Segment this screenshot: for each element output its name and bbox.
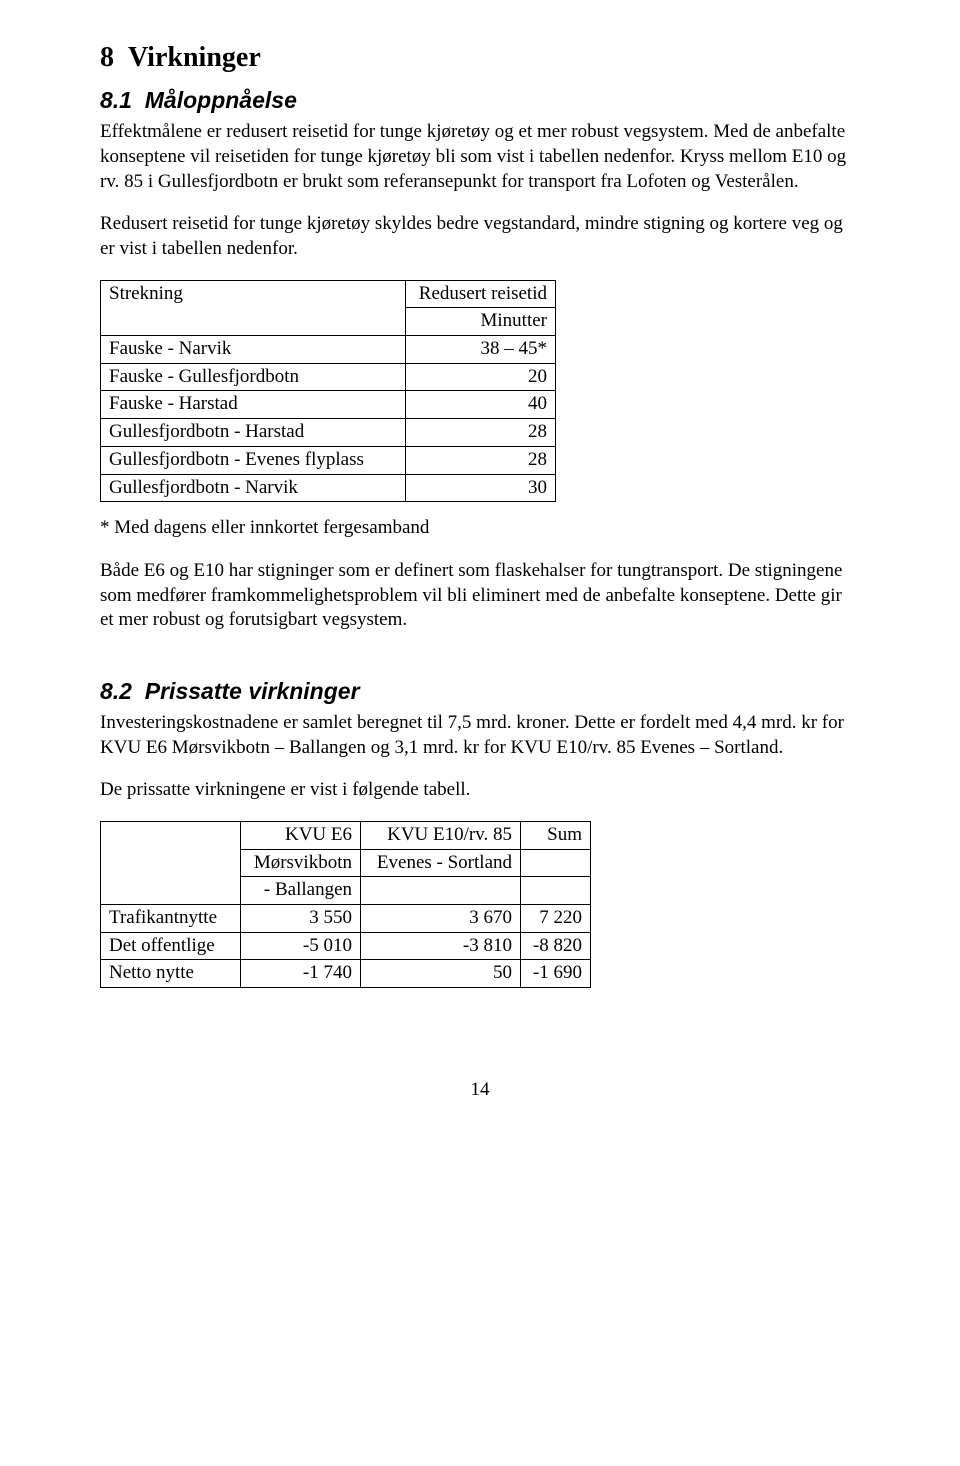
- paragraph-1: Effektmålene er redusert reisetid for tu…: [100, 120, 860, 194]
- t2-head-c2b: Mørsvikbotn: [241, 849, 361, 877]
- subsection-82-num: 8.2: [100, 678, 132, 704]
- t1-cell-b: 38 – 45*: [406, 336, 556, 364]
- t2-cell-a: Trafikantnytte: [101, 904, 241, 932]
- table-row: Netto nytte -1 740 50 -1 690: [101, 960, 591, 988]
- paragraph-4: Investeringskostnadene er samlet beregne…: [100, 711, 860, 760]
- t1-cell-b: 30: [406, 474, 556, 502]
- t2-cell-b: 3 550: [241, 904, 361, 932]
- t1-cell-b: 40: [406, 391, 556, 419]
- t2-head-empty: [361, 877, 521, 905]
- table1-footnote: * Med dagens eller innkortet fergesamban…: [100, 516, 860, 541]
- t2-head-c2c: - Ballangen: [241, 877, 361, 905]
- t2-cell-d: -8 820: [521, 932, 591, 960]
- section-heading: 8 Virkninger: [100, 40, 860, 76]
- t2-cell-c: 3 670: [361, 904, 521, 932]
- t1-cell-a: Fauske - Gullesfjordbotn: [101, 363, 406, 391]
- subsection-81-num: 8.1: [100, 87, 132, 113]
- t2-head-c3b: Evenes - Sortland: [361, 849, 521, 877]
- cost-table: KVU E6 KVU E10/rv. 85 Sum Mørsvikbotn Ev…: [100, 821, 591, 988]
- table-row: Fauske - Narvik38 – 45*: [101, 336, 556, 364]
- paragraph-5: De prissatte virkningene er vist i følge…: [100, 778, 860, 803]
- t2-head-c2a: KVU E6: [241, 821, 361, 849]
- t1-head-strekning: Strekning: [101, 280, 406, 335]
- table-row: Gullesfjordbotn - Evenes flyplass28: [101, 446, 556, 474]
- t2-head-empty: [521, 877, 591, 905]
- t1-cell-a: Gullesfjordbotn - Evenes flyplass: [101, 446, 406, 474]
- section-number: 8: [100, 42, 114, 73]
- t1-cell-b: 28: [406, 446, 556, 474]
- section-title: Virkninger: [128, 42, 261, 73]
- t2-cell-c: 50: [361, 960, 521, 988]
- table-row: Gullesfjordbotn - Harstad28: [101, 419, 556, 447]
- t2-head-c3a: KVU E10/rv. 85: [361, 821, 521, 849]
- t1-head-minutter: Minutter: [406, 308, 556, 336]
- table-row: Det offentlige -5 010 -3 810 -8 820: [101, 932, 591, 960]
- t2-head-c4: Sum: [521, 821, 591, 849]
- subsection-81-heading: 8.1 Måloppnåelse: [100, 86, 860, 116]
- t2-cell-a: Netto nytte: [101, 960, 241, 988]
- subsection-81-title: Måloppnåelse: [145, 87, 297, 113]
- t2-cell-d: -1 690: [521, 960, 591, 988]
- t1-cell-a: Fauske - Harstad: [101, 391, 406, 419]
- page-number: 14: [100, 1078, 860, 1103]
- subsection-82-heading: 8.2 Prissatte virkninger: [100, 677, 860, 707]
- table-row: Fauske - Gullesfjordbotn20: [101, 363, 556, 391]
- table-row: Trafikantnytte 3 550 3 670 7 220: [101, 904, 591, 932]
- table-row: Gullesfjordbotn - Narvik30: [101, 474, 556, 502]
- paragraph-3: Både E6 og E10 har stigninger som er def…: [100, 559, 860, 633]
- t2-cell-a: Det offentlige: [101, 932, 241, 960]
- t2-head-empty: [521, 849, 591, 877]
- t1-cell-a: Fauske - Narvik: [101, 336, 406, 364]
- t1-cell-a: Gullesfjordbotn - Harstad: [101, 419, 406, 447]
- t2-cell-c: -3 810: [361, 932, 521, 960]
- t1-cell-a: Gullesfjordbotn - Narvik: [101, 474, 406, 502]
- travel-time-table: Strekning Redusert reisetid Minutter Fau…: [100, 280, 556, 503]
- t1-cell-b: 28: [406, 419, 556, 447]
- t1-head-redusert: Redusert reisetid: [406, 280, 556, 308]
- t2-cell-b: -1 740: [241, 960, 361, 988]
- subsection-82-title: Prissatte virkninger: [145, 678, 360, 704]
- table-row: Fauske - Harstad40: [101, 391, 556, 419]
- t1-cell-b: 20: [406, 363, 556, 391]
- t2-cell-b: -5 010: [241, 932, 361, 960]
- t2-head-blank: [101, 821, 241, 904]
- paragraph-2: Redusert reisetid for tunge kjøretøy sky…: [100, 212, 860, 261]
- t2-cell-d: 7 220: [521, 904, 591, 932]
